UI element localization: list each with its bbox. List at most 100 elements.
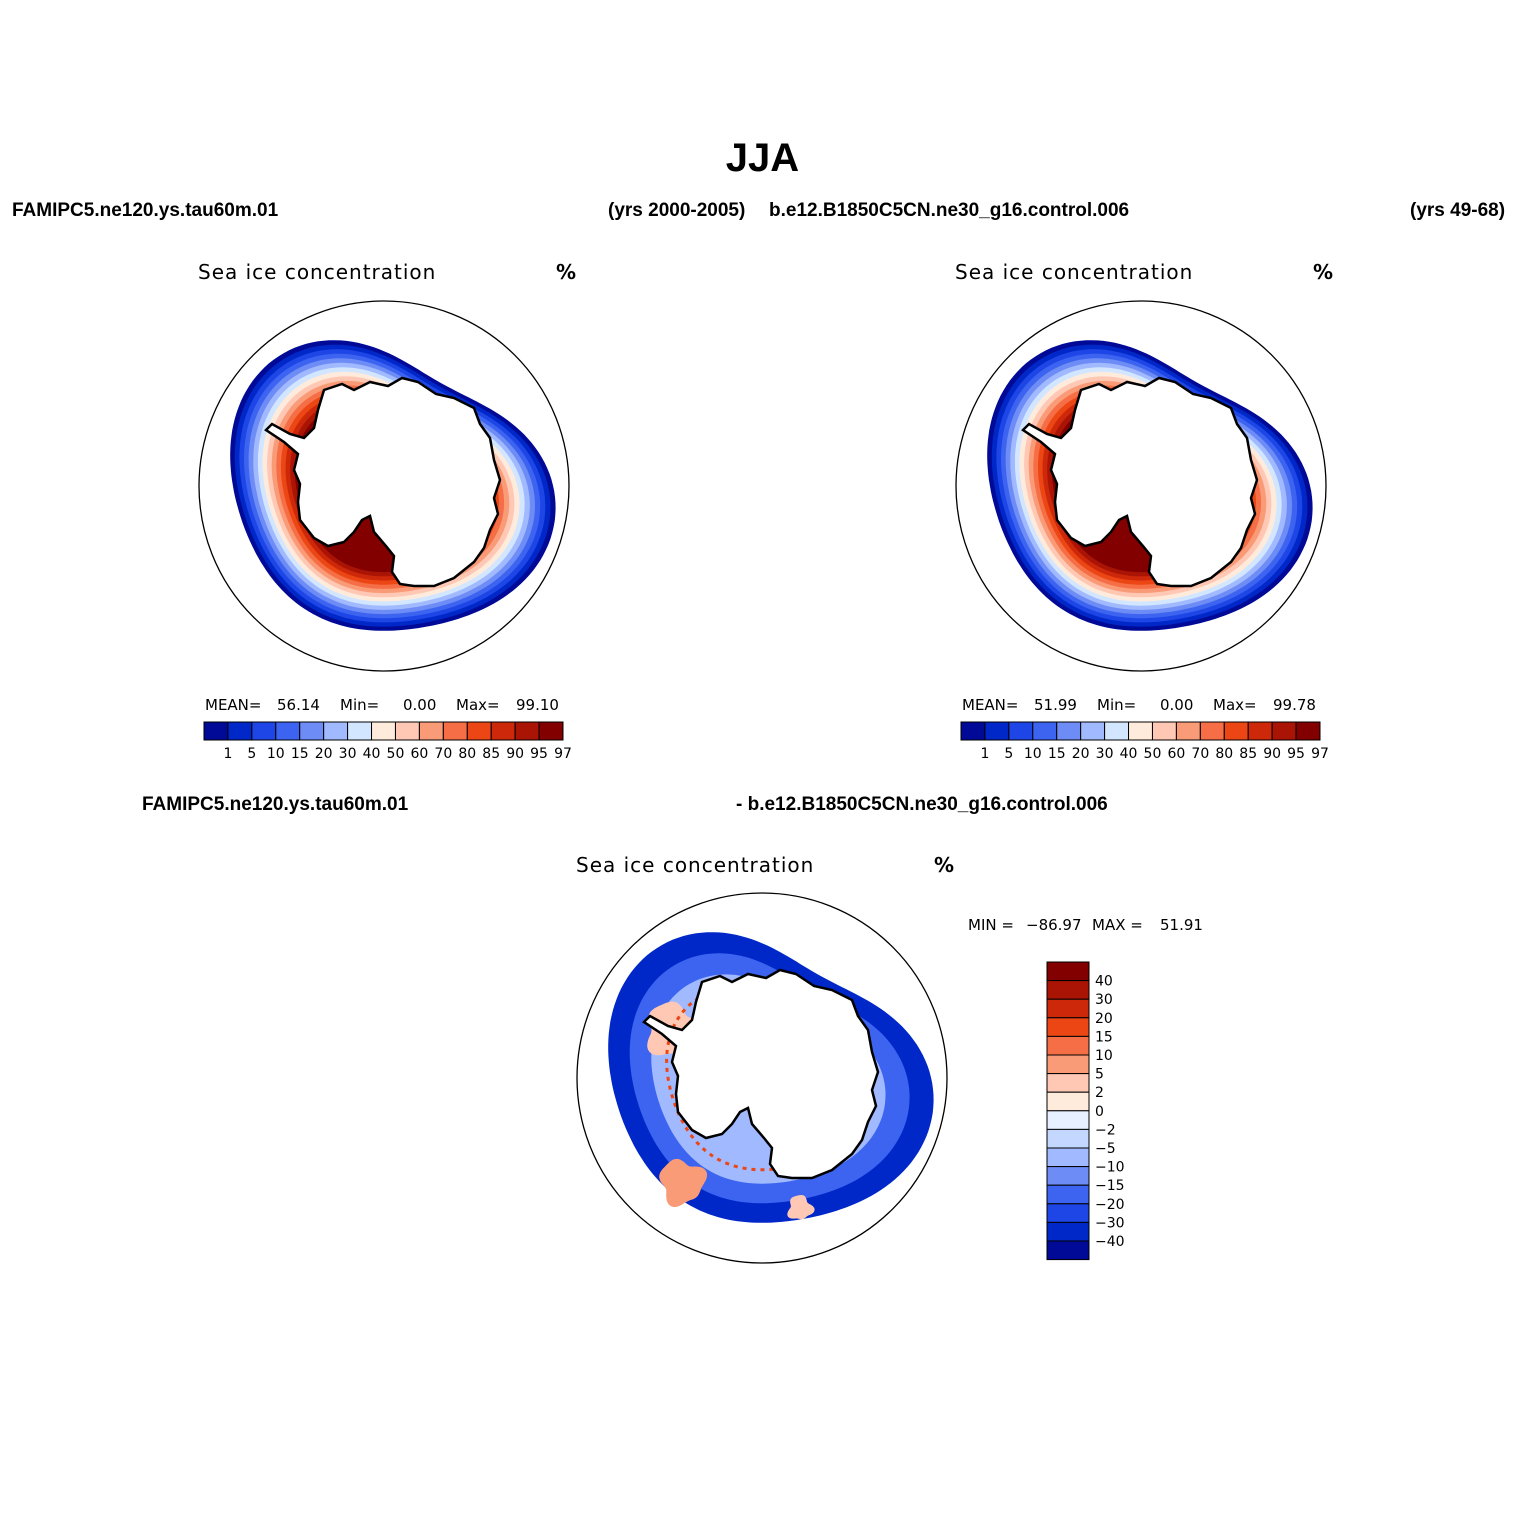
colorbar2-box-12 xyxy=(1223,721,1249,741)
colorbar3-label: 30 xyxy=(1095,992,1113,1008)
map-field-2 xyxy=(987,340,1313,631)
panel3-max-value: 51.91 xyxy=(1160,916,1203,934)
colorbar2-label: 40 xyxy=(1120,746,1138,762)
colorbar3-label: 15 xyxy=(1095,1029,1113,1045)
colorbar2-label: 70 xyxy=(1191,746,1209,762)
case2-years: (yrs 49-68) xyxy=(1410,200,1506,221)
colorbar3-box-11 xyxy=(1046,1147,1090,1168)
colorbar1-label: 40 xyxy=(363,746,381,762)
colorbar3-box-15 xyxy=(1046,1221,1090,1242)
panel3-units: % xyxy=(934,853,955,877)
colorbar1-label: 15 xyxy=(291,746,309,762)
diff-anomaly-2 xyxy=(659,1158,708,1208)
colorbar3-box-9 xyxy=(1046,1110,1090,1130)
colorbar3-label: 10 xyxy=(1095,1048,1113,1064)
colorbar3-box-13 xyxy=(1046,1184,1090,1205)
colorbar1-box-11 xyxy=(442,721,468,741)
colorbar3-label: 2 xyxy=(1095,1085,1104,1101)
diff-anomaly-3 xyxy=(787,1195,815,1220)
colorbar1-label: 97 xyxy=(554,746,572,762)
case2-name: b.e12.B1850C5CN.ne30_g16.control.006 xyxy=(769,200,1130,221)
figure-title: JJA xyxy=(725,136,800,180)
colorbar3-label: 0 xyxy=(1095,1104,1104,1120)
colorbar3-box-5 xyxy=(1046,1035,1090,1056)
colorbar2-label: 97 xyxy=(1311,746,1329,762)
colorbar3-label: −2 xyxy=(1095,1122,1116,1138)
panel1-min-value: 0.00 xyxy=(403,696,437,714)
colorbar1-box-2 xyxy=(227,721,253,741)
colorbar2-box-6 xyxy=(1080,721,1106,741)
panel2-mean-value: 51.99 xyxy=(1034,696,1077,714)
panel1-units: % xyxy=(556,260,577,284)
map-boundary-2 xyxy=(955,300,1327,672)
colorbar2-box-14 xyxy=(1271,721,1297,741)
colorbar1-label: 60 xyxy=(410,746,428,762)
colorbar2-label: 20 xyxy=(1072,746,1090,762)
colorbar1-label: 50 xyxy=(387,746,405,762)
colorbar1-box-15 xyxy=(538,721,564,741)
panel1-mean-label: MEAN= xyxy=(205,696,262,714)
map-boundary-3 xyxy=(576,892,948,1264)
colorbar1-box-9 xyxy=(394,721,420,741)
colorbar2-label: 30 xyxy=(1096,746,1114,762)
colorbar2-label: 60 xyxy=(1167,746,1185,762)
colorbar1-box-4 xyxy=(275,721,301,741)
colorbar3-box-4 xyxy=(1046,1017,1090,1037)
panel3-min-label: MIN = xyxy=(968,916,1014,934)
colorbar3-label: −20 xyxy=(1095,1197,1125,1213)
colorbar3-label: 20 xyxy=(1095,1011,1113,1027)
colorbar3-label: −40 xyxy=(1095,1234,1125,1250)
colorbar3-box-1 xyxy=(1046,961,1090,982)
colorbar3-label: −5 xyxy=(1095,1141,1116,1157)
colorbar3-box-3 xyxy=(1046,998,1090,1019)
colorbar1-label: 85 xyxy=(482,746,500,762)
map-field-3 xyxy=(608,932,934,1223)
colorbar2-label: 95 xyxy=(1287,746,1305,762)
colorbar2-box-13 xyxy=(1247,721,1273,741)
panel3-min-value: −86.97 xyxy=(1026,916,1082,934)
colorbar1-label: 5 xyxy=(247,746,256,762)
colorbar2-box-3 xyxy=(1008,721,1034,741)
colorbar3-box-12 xyxy=(1046,1166,1090,1186)
colorbar1-label: 30 xyxy=(339,746,357,762)
panel2-mean-label: MEAN= xyxy=(962,696,1019,714)
colorbar2-label: 5 xyxy=(1004,746,1013,762)
colorbar3-label: 40 xyxy=(1095,974,1113,990)
colorbar2-box-7 xyxy=(1104,721,1130,741)
colorbar2-label: 85 xyxy=(1239,746,1257,762)
panel2-min-label: Min= xyxy=(1097,696,1137,714)
colorbar3-box-7 xyxy=(1046,1073,1090,1093)
colorbar2-box-2 xyxy=(984,721,1010,741)
colorbar1-label: 10 xyxy=(267,746,285,762)
colorbar2-label: 80 xyxy=(1215,746,1233,762)
colorbar3-label: −10 xyxy=(1095,1160,1125,1176)
map-field-1 xyxy=(230,340,556,631)
colorbar1-box-13 xyxy=(490,721,516,741)
colorbar2-label: 50 xyxy=(1144,746,1162,762)
panel1-max-value: 99.10 xyxy=(516,696,559,714)
colorbar3-box-16 xyxy=(1046,1240,1090,1261)
colorbar3-label: −15 xyxy=(1095,1178,1125,1194)
map-boundary-1 xyxy=(198,300,570,672)
panel2-units: % xyxy=(1313,260,1334,284)
colorbar2-box-8 xyxy=(1128,721,1153,741)
colorbar1-label: 20 xyxy=(315,746,333,762)
colorbar2-box-5 xyxy=(1056,721,1082,741)
colorbar3-box-8 xyxy=(1046,1091,1090,1112)
colorbar1-box-14 xyxy=(514,721,540,741)
panel2-title: Sea ice concentration xyxy=(955,260,1194,284)
panel1-max-label: Max= xyxy=(456,696,500,714)
colorbar3-label: −30 xyxy=(1095,1215,1125,1231)
colorbar2-label: 90 xyxy=(1263,746,1281,762)
colorbar1-box-6 xyxy=(323,721,349,741)
panel2-max-label: Max= xyxy=(1213,696,1257,714)
colorbar2-box-11 xyxy=(1199,721,1225,741)
case1-years: (yrs 2000-2005) xyxy=(608,200,746,221)
colorbar2-box-4 xyxy=(1032,721,1058,741)
colorbar1-label: 90 xyxy=(506,746,524,762)
colorbar1-box-10 xyxy=(418,721,444,741)
colorbar1-box-12 xyxy=(466,721,492,741)
diff-case-left: FAMIPC5.ne120.ys.tau60m.01 xyxy=(142,794,409,815)
panel3-max-label: MAX = xyxy=(1092,916,1143,934)
colorbar1-label: 95 xyxy=(530,746,548,762)
